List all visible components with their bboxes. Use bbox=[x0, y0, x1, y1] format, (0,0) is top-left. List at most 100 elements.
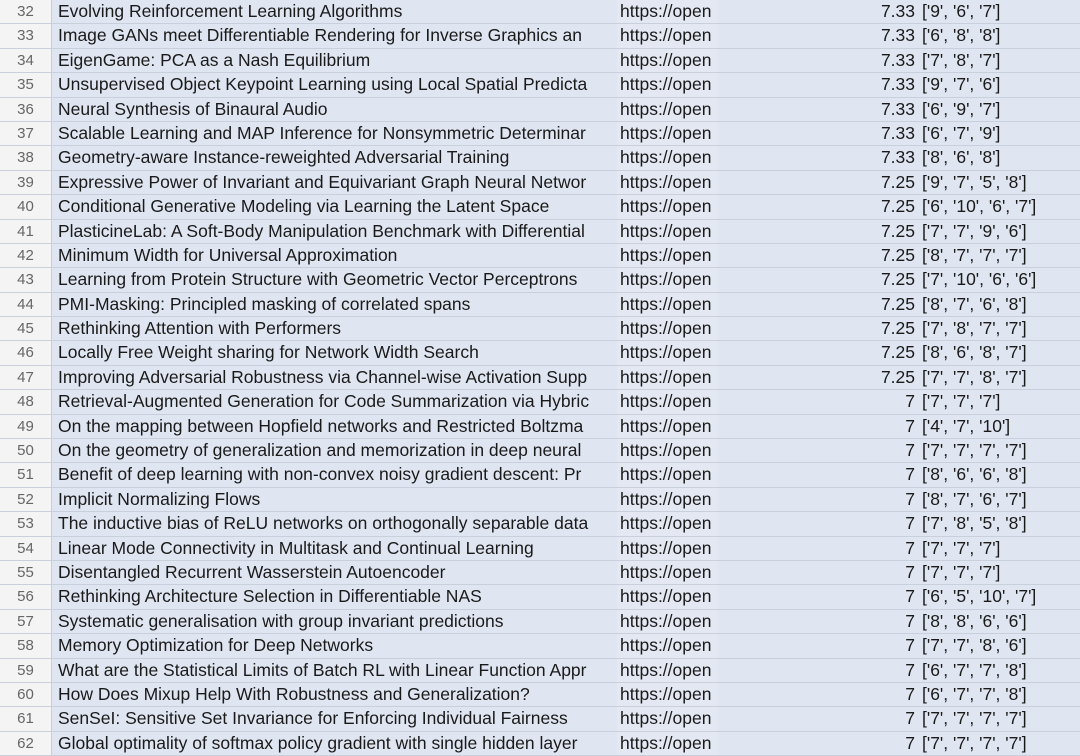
row-number-header[interactable]: 37 bbox=[0, 121, 52, 146]
row-number-header[interactable]: 46 bbox=[0, 341, 52, 365]
cell-title[interactable]: PlasticineLab: A Soft-Body Manipulation … bbox=[58, 220, 585, 241]
row-number-header[interactable]: 45 bbox=[0, 317, 52, 341]
cell-title[interactable]: Rethinking Attention with Performers bbox=[58, 318, 342, 339]
cell-ratings[interactable]: ['9', '7', '6'] bbox=[922, 74, 1001, 95]
row-number-header[interactable]: 38 bbox=[0, 146, 52, 170]
cell-ratings[interactable]: ['9', '7', '5', '8'] bbox=[922, 171, 1027, 192]
cell-title[interactable]: Rethinking Architecture Selection in Dif… bbox=[58, 586, 482, 607]
cell-ratings[interactable]: ['6', '7', '7', '8'] bbox=[922, 659, 1027, 680]
cell-title[interactable]: EigenGame: PCA as a Nash Equilibrium bbox=[58, 49, 371, 70]
cell-url[interactable]: https://open bbox=[617, 414, 717, 439]
cell-url[interactable]: https://open bbox=[617, 97, 717, 121]
cell-url[interactable]: https://open bbox=[617, 682, 717, 707]
cell-url[interactable]: https://open bbox=[617, 24, 717, 48]
cell-url[interactable]: https://open bbox=[617, 0, 717, 24]
cell-score[interactable]: 7.33 bbox=[880, 147, 915, 168]
cell-title[interactable]: Linear Mode Connectivity in Multitask an… bbox=[58, 537, 534, 558]
cell-score[interactable]: 7 bbox=[905, 586, 915, 607]
cell-ratings[interactable]: ['8', '6', '8', '7'] bbox=[922, 342, 1027, 363]
cell-url[interactable]: https://open bbox=[617, 390, 717, 414]
row-number-header[interactable]: 59 bbox=[0, 658, 52, 682]
cell-ratings[interactable]: ['7', '8', '7', '7'] bbox=[922, 318, 1027, 339]
cell-title[interactable]: Locally Free Weight sharing for Network … bbox=[58, 342, 479, 363]
row-number-header[interactable]: 55 bbox=[0, 560, 52, 585]
cell-url[interactable]: https://open bbox=[617, 195, 717, 219]
cell-ratings[interactable]: ['4', '7', '10'] bbox=[922, 415, 1011, 436]
cell-score[interactable]: 7.33 bbox=[880, 74, 915, 95]
cell-title[interactable]: Geometry-aware Instance-reweighted Adver… bbox=[58, 147, 510, 168]
cell-score[interactable]: 7 bbox=[905, 488, 915, 509]
row-number-header[interactable]: 62 bbox=[0, 731, 52, 756]
cell-score[interactable]: 7 bbox=[905, 683, 915, 704]
cell-url[interactable]: https://open bbox=[617, 219, 717, 243]
cell-url[interactable]: https://open bbox=[617, 243, 717, 268]
cell-title[interactable]: Learning from Protein Structure with Geo… bbox=[58, 269, 578, 290]
cell-title[interactable]: PMI-Masking: Principled masking of corre… bbox=[58, 293, 471, 314]
cell-ratings[interactable]: ['7', '7', '9', '6'] bbox=[922, 220, 1027, 241]
cell-ratings[interactable]: ['7', '7', '8', '6'] bbox=[922, 635, 1027, 656]
cell-ratings[interactable]: ['7', '8', '7'] bbox=[922, 49, 1001, 70]
cell-title[interactable]: Conditional Generative Modeling via Lear… bbox=[58, 196, 550, 217]
cell-score[interactable]: 7 bbox=[905, 391, 915, 412]
cell-score[interactable]: 7.25 bbox=[880, 318, 915, 339]
cell-title[interactable]: SenSeI: Sensitive Set Invariance for Enf… bbox=[58, 708, 568, 729]
row-number-header[interactable]: 44 bbox=[0, 292, 52, 317]
row-number-header[interactable]: 50 bbox=[0, 439, 52, 463]
row-number-header[interactable]: 47 bbox=[0, 365, 52, 390]
cell-url[interactable]: https://open bbox=[617, 560, 717, 585]
cell-score[interactable]: 7.25 bbox=[880, 244, 915, 265]
cell-title[interactable]: Implicit Normalizing Flows bbox=[58, 488, 261, 509]
cell-score[interactable]: 7.33 bbox=[880, 122, 915, 143]
row-number-header[interactable]: 54 bbox=[0, 536, 52, 560]
cell-score[interactable]: 7.25 bbox=[880, 366, 915, 387]
cell-score[interactable]: 7 bbox=[905, 464, 915, 485]
row-number-header[interactable]: 49 bbox=[0, 414, 52, 439]
cell-url[interactable]: https://open bbox=[617, 634, 717, 658]
cell-ratings[interactable]: ['8', '8', '6', '6'] bbox=[922, 610, 1027, 631]
cell-url[interactable]: https://open bbox=[617, 146, 717, 170]
cell-ratings[interactable]: ['8', '6', '6', '8'] bbox=[922, 464, 1027, 485]
cell-url[interactable]: https://open bbox=[617, 48, 717, 73]
cell-title[interactable]: On the geometry of generalization and me… bbox=[58, 440, 582, 461]
cell-title[interactable]: The inductive bias of ReLU networks on o… bbox=[58, 513, 589, 534]
cell-score[interactable]: 7.25 bbox=[880, 196, 915, 217]
cell-score[interactable]: 7 bbox=[905, 440, 915, 461]
row-number-header[interactable]: 40 bbox=[0, 195, 52, 219]
cell-url[interactable]: https://open bbox=[617, 292, 717, 317]
cell-score[interactable]: 7.33 bbox=[880, 1, 915, 21]
cell-url[interactable]: https://open bbox=[617, 707, 717, 731]
cell-title[interactable]: Global optimality of softmax policy grad… bbox=[58, 732, 578, 753]
cell-url[interactable]: https://open bbox=[617, 268, 717, 292]
cell-ratings[interactable]: ['7', '7', '7'] bbox=[922, 561, 1001, 582]
cell-score[interactable]: 7.33 bbox=[880, 98, 915, 119]
cell-title[interactable]: On the mapping between Hopfield networks… bbox=[58, 415, 584, 436]
cell-ratings[interactable]: ['7', '10', '6', '6'] bbox=[922, 269, 1037, 290]
cell-ratings[interactable]: ['6', '10', '6', '7'] bbox=[922, 196, 1037, 217]
cell-score[interactable]: 7.25 bbox=[880, 269, 915, 290]
cell-score[interactable]: 7 bbox=[905, 415, 915, 436]
cell-ratings[interactable]: ['7', '7', '8', '7'] bbox=[922, 366, 1027, 387]
cell-title[interactable]: Evolving Reinforcement Learning Algorith… bbox=[58, 1, 403, 21]
cell-score[interactable]: 7.25 bbox=[880, 171, 915, 192]
row-number-header[interactable]: 52 bbox=[0, 487, 52, 512]
cell-url[interactable]: https://open bbox=[617, 170, 717, 195]
cell-url[interactable]: https://open bbox=[617, 585, 717, 609]
cell-title[interactable]: Benefit of deep learning with non-convex… bbox=[58, 464, 582, 485]
cell-title[interactable]: How Does Mixup Help With Robustness and … bbox=[58, 683, 530, 704]
cell-title[interactable]: Minimum Width for Universal Approximatio… bbox=[58, 244, 398, 265]
cell-url[interactable]: https://open bbox=[617, 536, 717, 560]
cell-url[interactable]: https://open bbox=[617, 731, 717, 756]
cell-url[interactable]: https://open bbox=[617, 365, 717, 390]
row-number-header[interactable]: 51 bbox=[0, 463, 52, 487]
cell-score[interactable]: 7 bbox=[905, 659, 915, 680]
row-number-header[interactable]: 36 bbox=[0, 97, 52, 121]
row-number-header[interactable]: 56 bbox=[0, 585, 52, 609]
cell-score[interactable]: 7 bbox=[905, 732, 915, 753]
cell-url[interactable]: https://open bbox=[617, 439, 717, 463]
row-number-header[interactable]: 32 bbox=[0, 0, 52, 24]
cell-ratings[interactable]: ['8', '7', '6', '7'] bbox=[922, 488, 1027, 509]
cell-ratings[interactable]: ['8', '7', '7', '7'] bbox=[922, 244, 1027, 265]
cell-url[interactable]: https://open bbox=[617, 609, 717, 634]
row-number-header[interactable]: 42 bbox=[0, 243, 52, 268]
cell-title[interactable]: Neural Synthesis of Binaural Audio bbox=[58, 98, 328, 119]
